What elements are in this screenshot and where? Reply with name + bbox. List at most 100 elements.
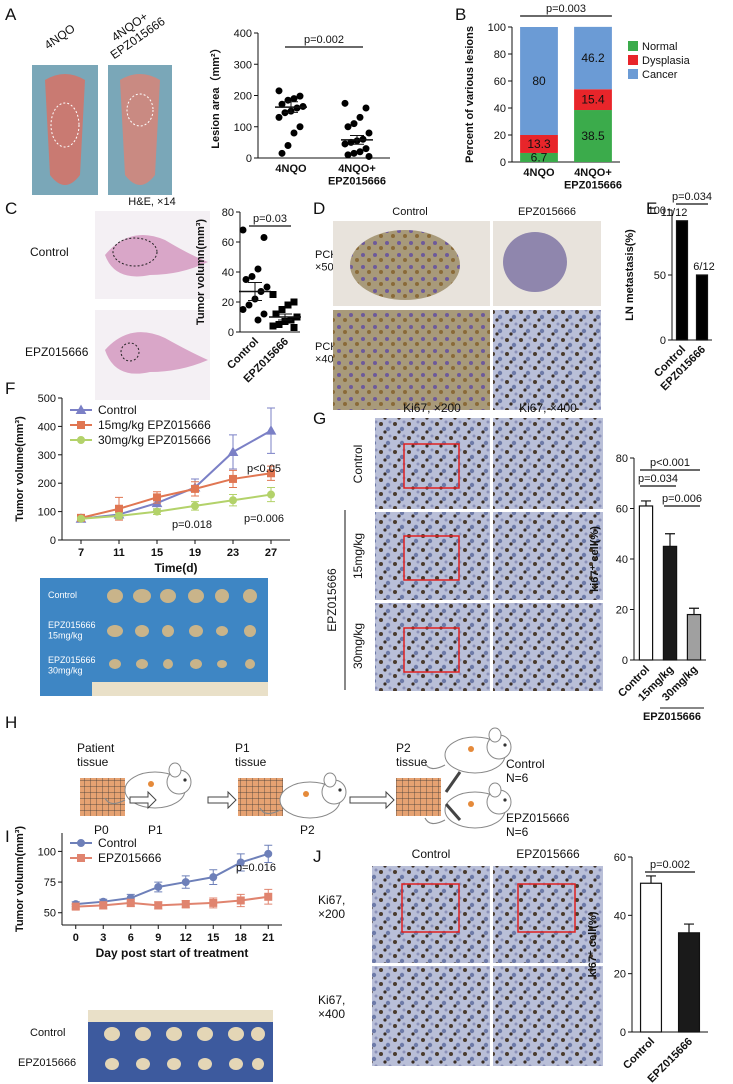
row-label: Control	[351, 445, 365, 484]
x-tick-label: 27	[265, 547, 277, 559]
bar	[686, 613, 702, 661]
bar-segment	[574, 26, 612, 90]
error-bar	[646, 875, 656, 884]
error-bar	[284, 101, 298, 113]
marker	[236, 858, 245, 867]
marker	[77, 514, 85, 523]
annotation: p=0.002	[650, 859, 690, 871]
marker	[278, 306, 286, 313]
marker	[254, 265, 262, 273]
diagram-label: P2	[300, 823, 315, 837]
marker	[209, 898, 218, 907]
y-tick-label: 0	[500, 157, 506, 169]
legend-label: 30mg/kg EPZ015666	[98, 433, 211, 447]
diagram-label: P1 tissue	[235, 741, 267, 769]
marker	[191, 501, 199, 510]
bar	[638, 505, 654, 661]
marker	[350, 149, 358, 157]
diagram-label: EPZ015666 N=6	[506, 811, 570, 839]
series-line	[80, 493, 272, 520]
marker	[290, 324, 298, 331]
data-label: 46.2	[581, 51, 605, 65]
marker	[115, 511, 123, 520]
series-line	[75, 852, 269, 906]
y-tick-label: 100	[488, 22, 506, 34]
error-bar	[665, 533, 675, 547]
y-tick-label: 300	[234, 59, 252, 71]
annotation: p=0.006	[244, 513, 284, 525]
y-tick-label: 0	[620, 1027, 626, 1039]
diagram-label: P1	[148, 823, 163, 837]
marker	[290, 298, 298, 306]
marker	[269, 291, 277, 298]
marker	[227, 446, 239, 456]
marker	[209, 873, 218, 882]
x-tick-label: 4NQO+ EPZ015666	[564, 167, 622, 192]
marker	[362, 104, 370, 112]
y-axis-label: ki67⁺ cell(%)	[587, 911, 599, 977]
marker	[344, 123, 352, 131]
annotation: p<0.05	[247, 463, 281, 475]
y-axis-label: ki67⁺ cell(%)	[589, 526, 601, 592]
row-label: Control	[30, 1027, 65, 1039]
marker	[71, 902, 80, 911]
y-tick-label: 80	[616, 453, 628, 465]
marker	[77, 839, 85, 847]
marker	[356, 148, 364, 156]
y-tick-label: 0	[622, 655, 628, 667]
marker	[275, 321, 283, 328]
photo	[493, 310, 601, 410]
x-tick-label: 15	[151, 547, 163, 559]
marker	[362, 145, 370, 153]
marker	[242, 276, 250, 283]
marker	[153, 493, 161, 502]
y-tick-label: 400	[38, 421, 56, 433]
diagram-label: Patient tissue	[77, 741, 115, 769]
marker	[239, 306, 247, 313]
error-bar	[641, 500, 651, 506]
marker	[293, 104, 301, 112]
marker	[290, 129, 298, 137]
bar-segment	[520, 135, 558, 153]
column-label: EPZ015666	[516, 847, 580, 861]
series-line	[80, 429, 272, 520]
y-tick-label: 40	[222, 267, 234, 279]
x-tick-label: Control	[621, 1036, 657, 1072]
marker	[254, 316, 262, 324]
x-tick-label: 11	[113, 547, 125, 559]
marker	[269, 322, 277, 330]
marker	[260, 310, 268, 318]
error-bar	[689, 607, 699, 615]
marker	[126, 898, 135, 907]
marker	[356, 113, 364, 121]
marker	[267, 469, 275, 478]
marker	[341, 140, 349, 148]
y-tick-label: 20	[614, 969, 626, 981]
photo-label: 4NQO+EPZ015666	[100, 3, 168, 62]
data-label: 13.3	[527, 137, 551, 151]
annotation: p=0.003	[546, 3, 586, 15]
legend-swatch	[628, 55, 638, 65]
legend-label: 15mg/kg EPZ015666	[98, 418, 211, 432]
row-label: Ki67, ×200	[318, 893, 345, 921]
y-axis-label: Lesion area（mm²）	[209, 42, 222, 148]
bar-segment	[574, 89, 612, 111]
panel-letter: C	[5, 199, 17, 218]
y-axis-label: Tumor volumn(mm³)	[14, 826, 26, 932]
marker	[275, 87, 283, 95]
marker	[365, 152, 373, 160]
marker	[296, 123, 304, 131]
legend-swatch	[628, 69, 638, 79]
x-tick-label: 18	[235, 932, 247, 944]
marker	[275, 113, 283, 121]
marker	[239, 226, 247, 234]
data-label: 80	[532, 74, 546, 88]
tumors	[104, 1027, 265, 1070]
x-tick-label: 19	[189, 547, 201, 559]
bar-segment	[520, 27, 558, 135]
y-tick-label: 0	[228, 327, 234, 339]
y-axis-label: Tumor volumn(mm³)	[195, 219, 207, 325]
marker	[77, 421, 85, 429]
data-label: 38.5	[581, 129, 605, 143]
bar	[639, 882, 663, 1033]
